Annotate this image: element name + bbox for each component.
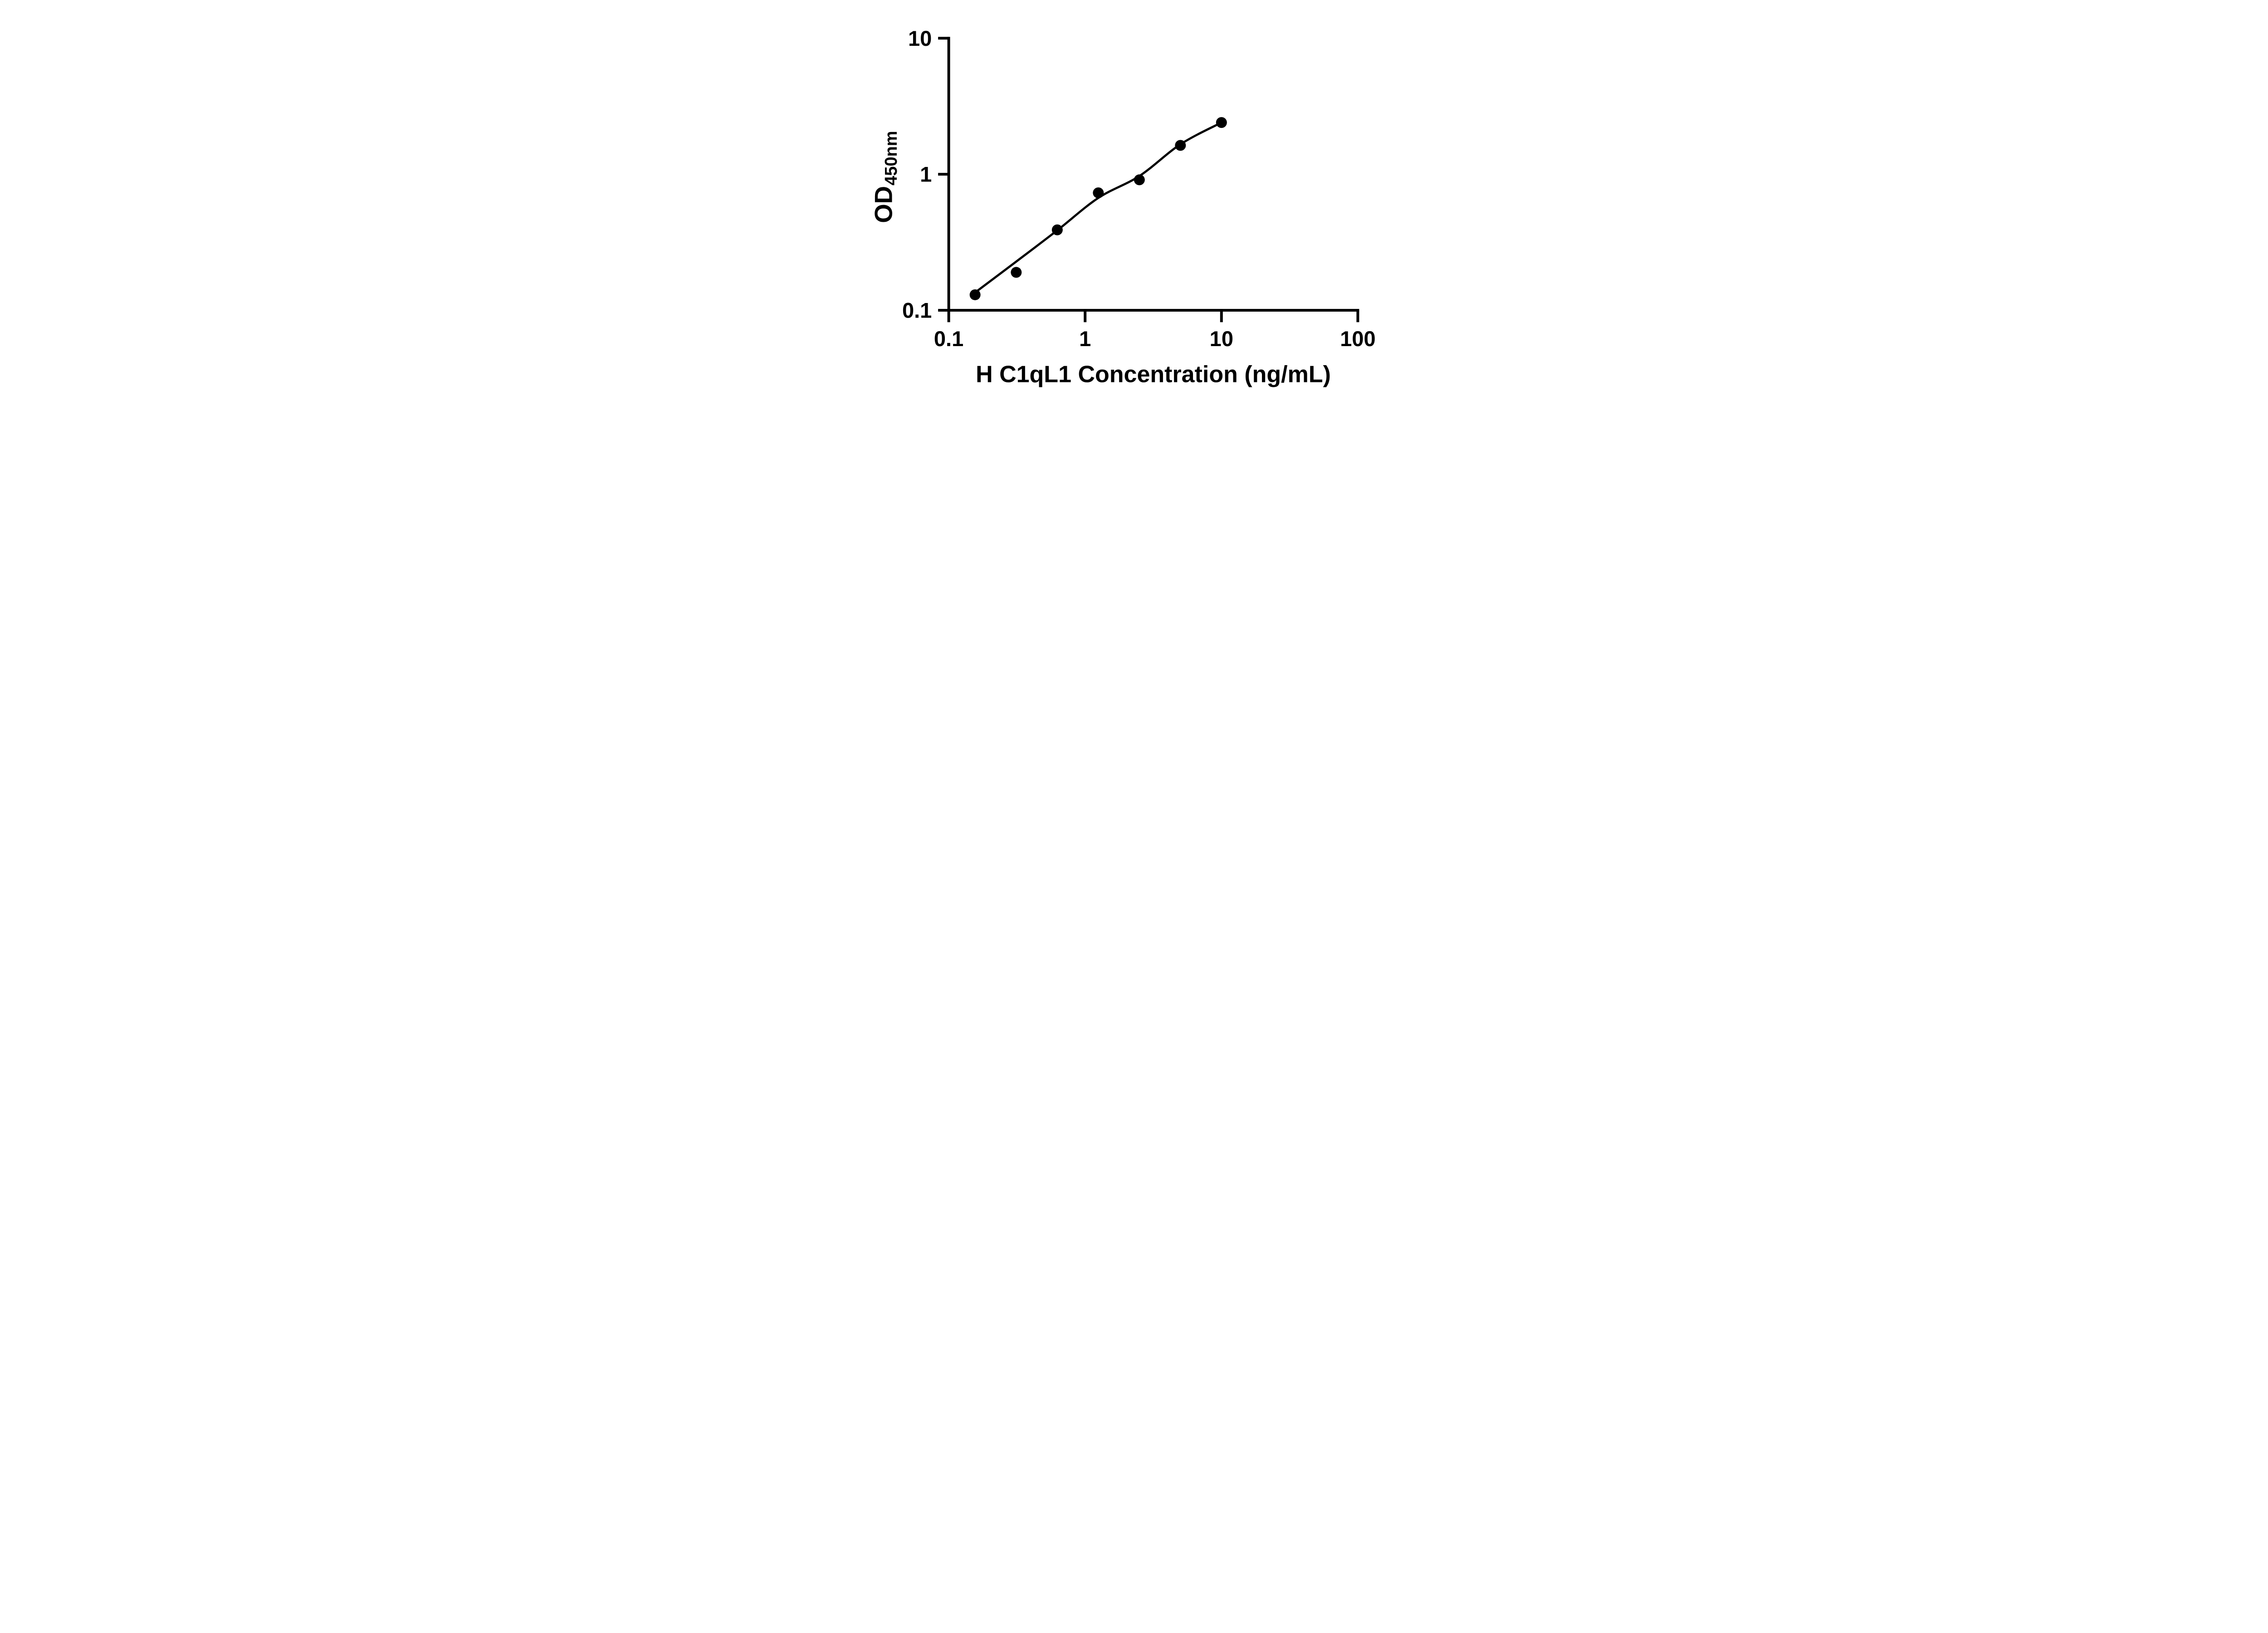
elisa-standard-curve-figure: 0.1 1 10 100 0.1 1 10 H C1qL1 Concentration (n… bbox=[848, 0, 1420, 409]
y-tick-label: 0.1 bbox=[902, 298, 932, 323]
plot-area: 0.1 1 10 100 0.1 1 10 bbox=[902, 26, 1376, 351]
data-point bbox=[1093, 187, 1104, 199]
x-tick-label: 0.1 bbox=[934, 327, 963, 351]
chart-svg: 0.1 1 10 100 0.1 1 10 H C1qL1 Concentration (n… bbox=[848, 0, 1420, 409]
data-point bbox=[1175, 140, 1186, 151]
data-point bbox=[1011, 267, 1022, 278]
x-tick-label: 100 bbox=[1340, 327, 1375, 351]
x-axis-title: H C1qL1 Concentration (ng/mL) bbox=[976, 361, 1331, 387]
data-point bbox=[1216, 117, 1227, 128]
chart-background bbox=[848, 0, 1420, 409]
x-tick-label: 1 bbox=[1079, 327, 1091, 351]
y-axis-title-main: OD bbox=[870, 186, 898, 223]
y-tick-label: 10 bbox=[908, 26, 932, 50]
data-point bbox=[969, 289, 981, 300]
y-axis-title-subscript: 450nm bbox=[882, 131, 901, 185]
y-tick-label: 1 bbox=[920, 162, 932, 186]
data-point bbox=[1051, 224, 1063, 235]
data-point bbox=[1134, 174, 1145, 186]
y-axis-title: OD 450nm bbox=[870, 131, 901, 223]
x-tick-label: 10 bbox=[1210, 327, 1233, 351]
